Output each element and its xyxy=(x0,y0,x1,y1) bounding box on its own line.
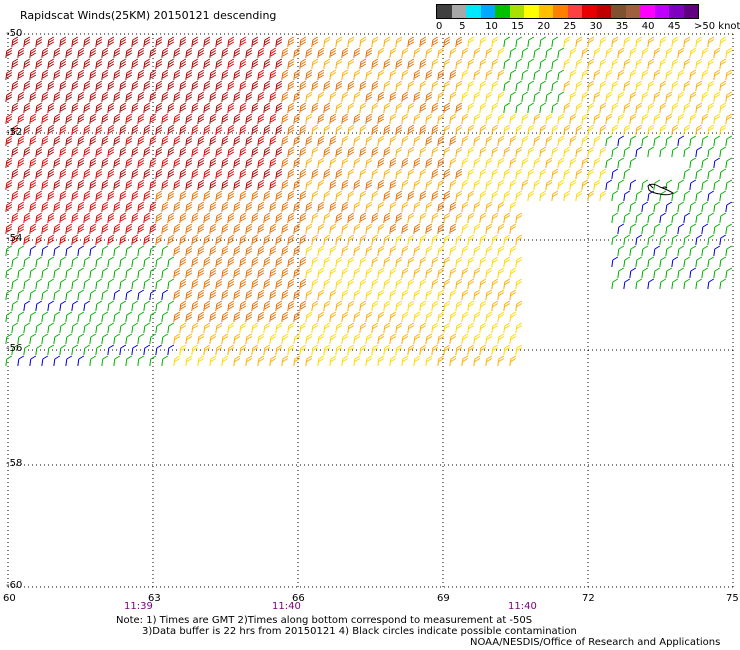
legend-swatch xyxy=(596,5,611,18)
legend-swatch xyxy=(683,5,698,18)
legend-swatch xyxy=(669,5,684,18)
legend-swatch xyxy=(524,5,539,18)
wind-barbs xyxy=(5,36,733,367)
lat-label: -56 xyxy=(6,343,23,354)
legend-tick-label: 25 xyxy=(563,21,577,32)
lon-label: 69 xyxy=(437,593,450,604)
lon-label: 66 xyxy=(292,593,305,604)
legend-tick-label: 20 xyxy=(537,21,551,32)
lon-label: 60 xyxy=(3,593,16,604)
legend-tick-label: 0 xyxy=(436,21,443,32)
legend-tick-label: 30 xyxy=(589,21,603,32)
legend-swatch xyxy=(466,5,481,18)
wind-barb-group xyxy=(5,36,733,367)
legend-swatch xyxy=(654,5,669,18)
legend-swatch xyxy=(509,5,524,18)
legend-swatch xyxy=(553,5,568,18)
legend-swatch xyxy=(495,5,510,18)
legend-tick-label: 5 xyxy=(459,21,466,32)
wind-barb-group xyxy=(173,36,733,367)
legend-tick-label: >50 knots xyxy=(694,21,740,32)
legend-swatch xyxy=(451,5,466,18)
lon-label: 72 xyxy=(582,593,595,604)
chart-title: Rapidscat Winds(25KM) 20150121 descendin… xyxy=(20,9,277,22)
wind-barb-group xyxy=(5,36,277,246)
wind-speed-legend: 0 5 10 15 20 25 30 35 40 45 >50 knots xyxy=(436,4,740,32)
note-line-2: 3)Data buffer is 22 hrs from 20150121 4)… xyxy=(142,626,577,637)
legend-tick-label: 45 xyxy=(667,21,681,32)
legend-tick-label: 35 xyxy=(615,21,629,32)
lat-label: -60 xyxy=(6,580,23,591)
lon-label: 63 xyxy=(148,593,161,604)
wind-barb-group xyxy=(5,36,283,191)
legend-swatch xyxy=(567,5,582,18)
legend-color-bar xyxy=(436,4,699,19)
lat-label: -52 xyxy=(6,127,23,138)
lat-label: -54 xyxy=(6,233,23,244)
legend-swatch xyxy=(625,5,640,18)
note-line-1: Note: 1) Times are GMT 2)Times along bot… xyxy=(116,615,533,626)
time-label: 11:39 xyxy=(124,601,153,612)
lon-label: 75 xyxy=(726,593,739,604)
legend-tick-label: 15 xyxy=(511,21,525,32)
time-label: 11:40 xyxy=(272,601,301,612)
lat-label: -58 xyxy=(6,458,23,469)
time-label: 11:40 xyxy=(508,601,537,612)
credit: NOAA/NESDIS/Office of Research and Appli… xyxy=(470,637,721,648)
legend-swatch xyxy=(480,5,495,18)
legend-swatch xyxy=(582,5,597,18)
lat-label: -50 xyxy=(6,28,23,39)
notes: Note: 1) Times are GMT 2)Times along bot… xyxy=(116,615,577,637)
wind-barb-group xyxy=(155,36,463,323)
legend-swatch xyxy=(538,5,553,18)
legend-swatch xyxy=(611,5,626,18)
legend-swatch xyxy=(437,5,452,18)
island-outline xyxy=(647,183,674,196)
legend-swatch xyxy=(640,5,655,18)
wind-barb-group xyxy=(173,36,733,367)
legend-tick-label: 10 xyxy=(485,21,498,32)
legend-tick-label: 40 xyxy=(641,21,655,32)
wind-barb-group xyxy=(17,135,733,367)
